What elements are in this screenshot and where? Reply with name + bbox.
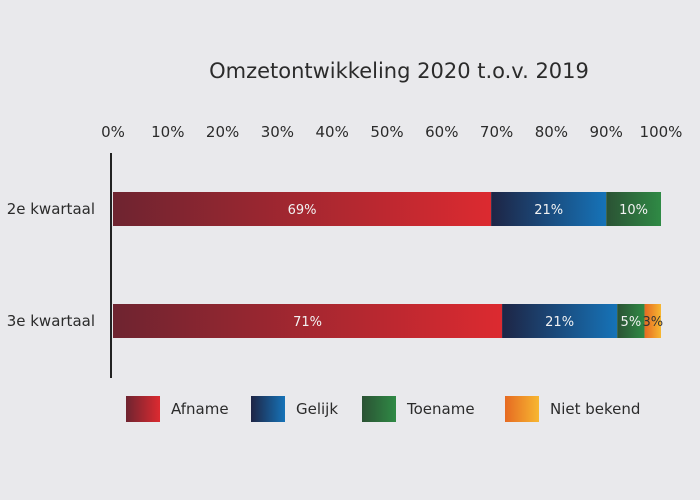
legend-swatch	[251, 396, 285, 422]
legend-label: Afname	[171, 400, 229, 418]
x-tick-label: 40%	[316, 123, 349, 141]
x-tick-label: 100%	[640, 123, 683, 141]
bar-segment	[606, 192, 661, 226]
category-label: 2e kwartaal	[7, 200, 95, 218]
x-tick-label: 80%	[535, 123, 568, 141]
category-labels: 2e kwartaal 3e kwartaal	[7, 200, 95, 330]
legend: Afname Gelijk Toename Niet bekend	[126, 396, 640, 422]
x-axis-ticks: 0% 10% 20% 30% 40% 50% 60% 70% 80% 90% 100%	[101, 123, 682, 141]
data-label: 21%	[534, 203, 563, 218]
legend-swatch	[362, 396, 396, 422]
legend-swatch	[505, 396, 539, 422]
x-tick-label: 60%	[425, 123, 458, 141]
data-label: 71%	[293, 315, 322, 330]
bars: 69% 21% 10% 71% 21% 5% 3%	[113, 192, 663, 338]
bar-segment	[491, 192, 607, 226]
bar-segment	[644, 304, 661, 338]
x-tick-label: 20%	[206, 123, 239, 141]
category-label: 3e kwartaal	[7, 312, 95, 330]
data-label: 21%	[545, 315, 574, 330]
x-tick-label: 10%	[151, 123, 184, 141]
legend-swatch	[126, 396, 160, 422]
bar-segment	[113, 192, 492, 226]
legend-label: Gelijk	[296, 400, 338, 418]
x-tick-label: 50%	[370, 123, 403, 141]
x-tick-label: 30%	[261, 123, 294, 141]
data-label: 3%	[642, 315, 663, 330]
x-tick-label: 70%	[480, 123, 513, 141]
data-label: 10%	[619, 203, 648, 218]
x-tick-label: 90%	[590, 123, 623, 141]
chart-title: Omzetontwikkeling 2020 t.o.v. 2019	[209, 59, 589, 83]
bar-segment	[113, 304, 503, 338]
legend-label: Niet bekend	[550, 400, 640, 418]
bar-segment	[617, 304, 645, 338]
data-label: 5%	[621, 315, 642, 330]
bar-segment	[502, 304, 618, 338]
legend-label: Toename	[406, 400, 475, 418]
x-tick-label: 0%	[101, 123, 125, 141]
data-label: 69%	[288, 203, 317, 218]
